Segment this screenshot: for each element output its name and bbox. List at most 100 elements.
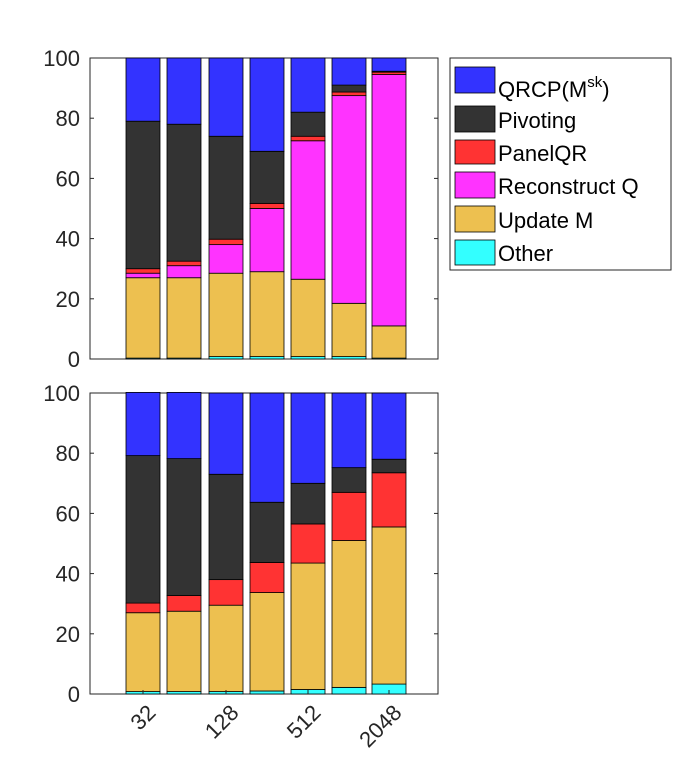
bottom-bar-7-pivoting <box>371 458 407 474</box>
top-bar-7-qrcp-m-sk <box>371 57 407 72</box>
top-bar-4-qrcp-m-sk <box>249 57 285 152</box>
top-bar-1-update-m <box>125 277 161 359</box>
top-bar-6-qrcp-m-sk <box>331 57 367 86</box>
top-ytick-label-60: 60 <box>56 166 80 191</box>
legend-swatch-other <box>454 239 496 266</box>
legend-label-panelqr: PanelQR <box>498 141 587 166</box>
bottom-bar-4-panelqr <box>249 562 285 593</box>
bottom-bar-5-pivoting <box>290 482 326 525</box>
top-ytick-label-20: 20 <box>56 287 80 312</box>
top-bar-4-reconstruct-q <box>249 208 285 273</box>
bottom-bar-4-other <box>249 690 285 695</box>
bottom-bar-1-update-m <box>125 612 161 692</box>
bottom-ytick-label-80: 80 <box>56 441 80 466</box>
bottom-ytick-label-40: 40 <box>56 562 80 587</box>
legend-label-update-m: Update M <box>498 208 593 233</box>
bottom-bar-3-pivoting <box>208 473 244 581</box>
bottom-bar-5-qrcp-m-sk <box>290 392 326 484</box>
bottom-bar-2-pivoting <box>166 458 202 596</box>
legend-swatch-update-m <box>454 205 496 233</box>
bottom-bar-2-update-m <box>166 610 202 692</box>
bottom-bar-6-update-m <box>331 540 367 688</box>
bottom-bar-5-update-m <box>290 562 326 690</box>
top-bar-3-qrcp-m-sk <box>208 57 244 137</box>
top-bar-1-pivoting <box>125 120 161 270</box>
top-bar-3-panelqr <box>208 238 244 246</box>
top-bar-4-update-m <box>249 271 285 357</box>
bottom-bar-3-qrcp-m-sk <box>208 392 244 475</box>
top-bar-5-panelqr <box>290 135 326 142</box>
bottom-bar-1-pivoting <box>125 455 161 604</box>
legend-swatch-panelqr <box>454 139 496 165</box>
bottom-bar-6-qrcp-m-sk <box>331 392 367 469</box>
bottom-bar-4-qrcp-m-sk <box>249 392 285 503</box>
legend-label-qrcp-superscript: sk <box>587 74 603 91</box>
legend-swatch-qrcp <box>454 66 496 94</box>
top-ytick-label-100: 100 <box>43 46 80 71</box>
top-bar-4-pivoting <box>249 150 285 204</box>
top-bar-4-panelqr <box>249 202 285 209</box>
top-bar-5-pivoting <box>290 111 326 137</box>
legend-item-qrcp: QRCP(Msk) <box>454 66 610 102</box>
top-bar-7-reconstruct-q <box>371 74 407 327</box>
legend-item-reconstruct-q: Reconstruct Q <box>454 171 639 199</box>
bottom-ytick-label-60: 60 <box>56 501 80 526</box>
legend-label-reconstruct-q: Reconstruct Q <box>498 174 639 199</box>
top-ytick-label-40: 40 <box>56 227 80 252</box>
legend-label-qrcp-suffix: ) <box>602 77 609 102</box>
legend-label-other: Other <box>498 241 553 266</box>
legend-item-panelqr: PanelQR <box>454 139 587 166</box>
top-bar-2-reconstruct-q <box>166 265 202 279</box>
top-bar-1-qrcp-m-sk <box>125 57 161 122</box>
bottom-bar-3-update-m <box>208 604 244 692</box>
top-bar-1-panelqr <box>125 268 161 274</box>
bottom-bar-6-panelqr <box>331 491 367 541</box>
top-ytick-label-0: 0 <box>68 347 80 372</box>
legend: QRCP(Msk) Pivoting PanelQR Reconstruct Q… <box>449 57 672 271</box>
bottom-bar-2-qrcp-m-sk <box>166 391 202 460</box>
bottom-bar-1-panelqr <box>125 602 161 614</box>
legend-item-other: Other <box>454 239 553 266</box>
bottom-bar-1-qrcp-m-sk <box>125 391 161 457</box>
bottom-bar-4-pivoting <box>249 501 285 563</box>
top-ytick-label-80: 80 <box>56 106 80 131</box>
bottom-bar-7-panelqr <box>371 472 407 528</box>
top-bar-6-panelqr <box>331 91 367 97</box>
top-bar-6-update-m <box>331 302 367 357</box>
legend-swatch-pivoting <box>454 105 496 133</box>
bottom-bar-3-panelqr <box>208 579 244 606</box>
bottom-bar-4-update-m <box>249 592 285 692</box>
top-bar-2-qrcp-m-sk <box>166 57 202 125</box>
top-bar-3-update-m <box>208 272 244 357</box>
bottom-ytick-label-0: 0 <box>68 682 80 707</box>
bottom-ytick-label-100: 100 <box>43 381 80 406</box>
top-bar-2-update-m <box>166 277 202 359</box>
top-bar-5-qrcp-m-sk <box>290 57 326 113</box>
top-bar-1-reconstruct-q <box>125 272 161 279</box>
top-bar-3-pivoting <box>208 135 244 240</box>
top-bar-2-panelqr <box>166 260 202 267</box>
bottom-bar-6-other <box>331 686 367 695</box>
bottom-bar-7-update-m <box>371 526 407 685</box>
legend-item-pivoting: Pivoting <box>454 105 576 133</box>
top-bar-7-update-m <box>371 325 407 359</box>
bottom-bar-5-panelqr <box>290 523 326 564</box>
top-bar-6-pivoting <box>331 84 367 93</box>
legend-swatch-reconstruct-q <box>454 171 496 199</box>
top-bar-5-reconstruct-q <box>290 140 326 280</box>
bottom-bar-2-panelqr <box>166 595 202 612</box>
top-bar-5-update-m <box>290 278 326 357</box>
legend-label-qrcp-main: QRCP(M <box>498 77 587 102</box>
legend-item-update-m: Update M <box>454 205 593 233</box>
top-bar-2-pivoting <box>166 123 202 262</box>
top-bar-6-reconstruct-q <box>331 95 367 304</box>
top-bar-3-reconstruct-q <box>208 244 244 274</box>
bottom-bar-7-qrcp-m-sk <box>371 392 407 460</box>
top-stacked-bar-chart: 0 20 40 60 80 100 <box>43 46 439 372</box>
legend-label-pivoting: Pivoting <box>498 108 576 133</box>
legend-label-qrcp: QRCP(Msk) <box>498 74 610 102</box>
bottom-bar-6-pivoting <box>331 467 367 493</box>
bottom-ytick-label-20: 20 <box>56 622 80 647</box>
